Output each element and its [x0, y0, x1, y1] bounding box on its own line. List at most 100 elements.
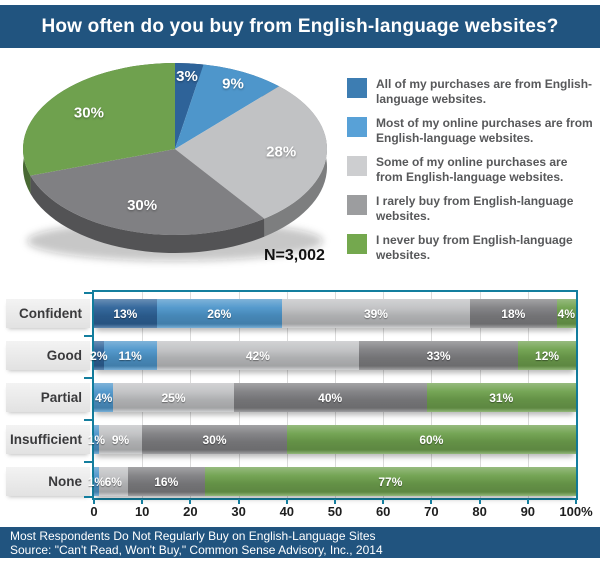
y-axis-tick-mark	[84, 334, 93, 337]
pie-slice	[22, 63, 176, 176]
bar-segment: 18%	[469, 299, 557, 328]
legend-item-label: I rarely buy from English-language websi…	[376, 194, 574, 223]
y-axis-tick-mark	[84, 496, 93, 498]
legend-item-label: Some of my online purchases are from Eng…	[376, 155, 568, 184]
footer-headline: Most Respondents Do Not Regularly Buy on…	[10, 529, 376, 543]
bar-segment: 77%	[204, 467, 577, 496]
legend-item-label: All of my purchases are from English-lan…	[376, 77, 593, 106]
x-axis-tick-mark	[141, 499, 144, 504]
x-axis-tick-mark	[526, 499, 529, 504]
bar-segment-label: 25%	[161, 390, 186, 405]
x-axis: 0 10 20 30 40 50 60 70 80 90 100%	[90, 499, 593, 520]
bar-segment-label: 1%	[87, 432, 106, 447]
bar-segment: 4%	[94, 383, 114, 412]
stacked-bar-chart: 13% 26% 39% 18% 4% 2% 11% 42% 33% 12% 4% 25% 40% 31% 1…	[84, 290, 578, 500]
bar-segment-label: 1%	[87, 474, 106, 489]
bar-segment-label: 4%	[557, 306, 575, 321]
x-axis-tick-label: 50	[327, 504, 343, 519]
x-axis-tick-mark	[237, 499, 240, 504]
legend-swatch-icon	[347, 156, 367, 176]
bar-segment-label: 6%	[104, 474, 122, 489]
category-label: Partial	[6, 383, 90, 412]
bar-row: 1% 6% 16% 77%	[88, 467, 577, 496]
x-axis-tick-mark	[189, 499, 192, 504]
bar-segment-label: 40%	[318, 390, 343, 405]
bar-segment-label: 77%	[378, 474, 403, 489]
pie-slice-label: 28%	[266, 144, 296, 161]
x-axis-tick-label: 90	[520, 504, 536, 519]
x-axis-tick-label: 40	[279, 504, 295, 519]
pie-slice	[175, 64, 280, 149]
pie-slice-side	[30, 175, 265, 253]
bar-segment: 60%	[286, 425, 577, 454]
legend-item: Some of my online purchases are from Eng…	[347, 155, 595, 185]
pie-slice-label: 9%	[222, 76, 244, 93]
bar-row: 2% 11% 42% 33% 12%	[90, 341, 576, 370]
bar-segment: 4%	[556, 299, 577, 328]
bar-segment-label: 33%	[426, 348, 451, 363]
bar-segment-label: 60%	[419, 432, 444, 447]
x-axis-tick-mark	[285, 499, 288, 504]
legend-item: Most of my online purchases are from Eng…	[347, 116, 595, 146]
bar-segment: 30%	[142, 425, 287, 454]
pie-slice-label: 3%	[176, 68, 198, 85]
pie-slice	[30, 149, 265, 235]
bar-segment-label: 39%	[363, 306, 388, 321]
bar-segment-label: 26%	[207, 306, 232, 321]
legend-item-label: I never buy from English-language websit…	[376, 233, 573, 262]
bar-segment-label: 13%	[113, 306, 138, 321]
x-axis-tick-label: 10	[134, 504, 150, 519]
legend-item-label: Most of my online purchases are from Eng…	[376, 116, 593, 145]
page-title: How often do you buy from English-langua…	[0, 5, 600, 48]
legend-swatch-icon	[347, 78, 367, 98]
x-axis-tick-mark	[575, 499, 577, 504]
pie-slice	[175, 63, 204, 149]
x-axis-tick-mark	[93, 499, 95, 504]
bar-segment: 31%	[426, 383, 577, 412]
bar-row: 13% 26% 39% 18% 4%	[94, 299, 577, 328]
pie-slice-label: 30%	[74, 105, 104, 122]
legend-item: I rarely buy from English-language websi…	[347, 194, 595, 224]
legend: All of my purchases are from English-lan…	[347, 77, 595, 272]
bar-segment: 6%	[98, 467, 128, 496]
y-axis-tick-mark	[84, 376, 93, 379]
x-axis-tick-label: 100%	[559, 504, 593, 519]
x-axis-tick-mark	[334, 499, 336, 504]
x-axis-tick-label: 60	[375, 504, 391, 519]
legend-swatch-icon	[347, 117, 367, 137]
y-axis-tick-mark	[84, 292, 93, 294]
pie-chart: 3% 9% 28% 30% 30%	[22, 63, 327, 261]
bar-segment: 1%	[88, 467, 105, 496]
sample-size-note: N=3,002	[264, 247, 325, 264]
footer-source: Source: "Can't Read, Won't Buy," Common …	[10, 543, 383, 557]
bar-segment: 13%	[94, 299, 157, 328]
bar-segment-label: 11%	[118, 348, 142, 363]
pie-slice	[175, 86, 327, 219]
x-axis-tick-mark	[430, 499, 433, 504]
bar-segment-label: 30%	[202, 432, 227, 447]
bar-segment: 39%	[281, 299, 470, 328]
legend-item: All of my purchases are from English-lan…	[347, 77, 595, 107]
legend-swatch-icon	[347, 234, 367, 254]
bar-row: 1% 9% 30% 60%	[88, 425, 577, 454]
bar-segment: 40%	[233, 383, 427, 412]
y-axis-tick-mark	[84, 460, 93, 463]
bar-segment: 1%	[88, 425, 105, 454]
x-axis-tick-label: 0	[90, 504, 98, 519]
y-axis-tick-mark	[84, 418, 93, 421]
x-axis-tick-mark	[478, 499, 481, 504]
bar-segment-label: 12%	[535, 348, 560, 363]
bar-segment: 2%	[90, 341, 107, 370]
bar-segment-label: 18%	[501, 306, 526, 321]
x-axis-tick-label: 70	[424, 504, 439, 519]
pie-slice-label: 30%	[127, 197, 157, 214]
x-axis-tick-label: 80	[472, 504, 487, 519]
category-label: Insufficient	[6, 425, 90, 454]
x-axis-tick-label: 30	[231, 504, 246, 519]
bar-segment: 11%	[103, 341, 157, 370]
category-label: Confident	[6, 299, 90, 328]
x-axis-tick-mark	[382, 499, 385, 504]
category-label: None	[6, 467, 90, 496]
bar-segment: 42%	[156, 341, 360, 370]
bar-segment-label: 9%	[111, 432, 130, 447]
